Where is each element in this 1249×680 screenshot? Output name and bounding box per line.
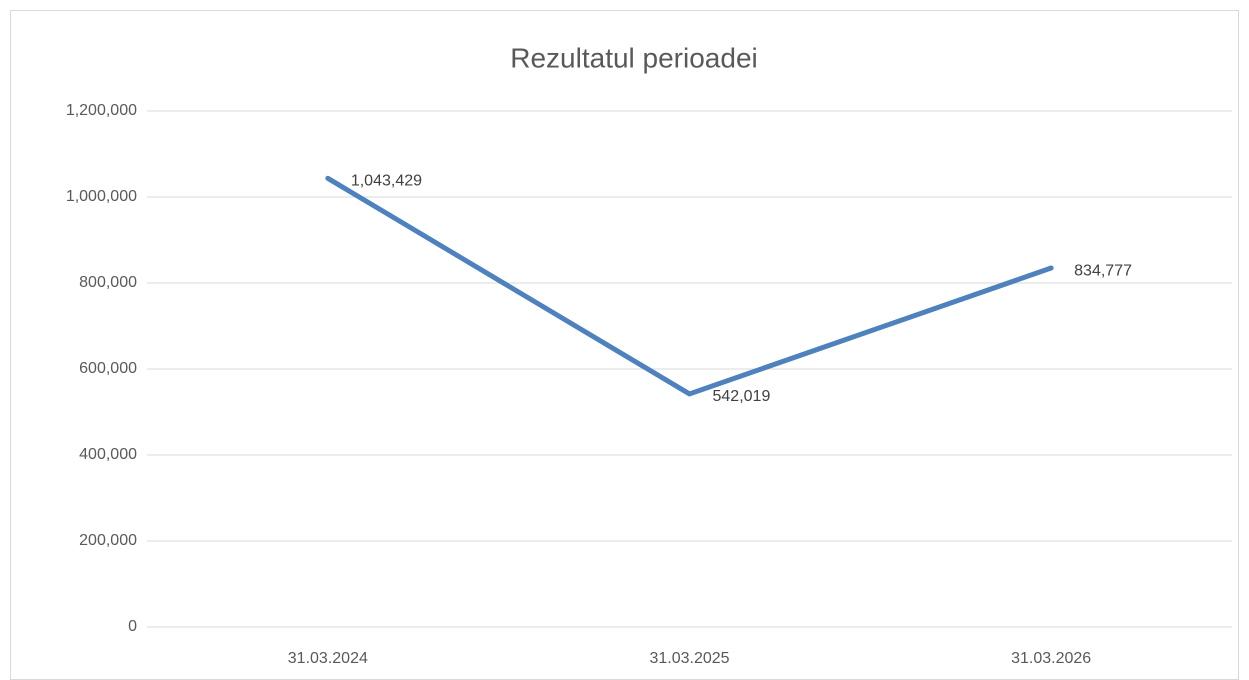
chart-border [10, 10, 1239, 680]
y-tick-label: 400,000 [79, 446, 137, 463]
chart-title: Rezultatul perioadei [510, 42, 758, 73]
y-tick-label: 1,200,000 [66, 102, 137, 119]
line-series [325, 175, 1054, 397]
y-tick-label: 200,000 [79, 532, 137, 549]
x-tick-label: 31.03.2024 [288, 650, 368, 667]
x-tick-label: 31.03.2026 [1011, 650, 1091, 667]
data-label: 834,777 [1074, 262, 1132, 279]
x-tick-label: 31.03.2025 [649, 650, 729, 667]
y-tick-label: 800,000 [79, 274, 137, 291]
data-label: 542,019 [713, 388, 771, 405]
y-tick-label: 600,000 [79, 360, 137, 377]
data-label: 1,043,429 [351, 173, 422, 190]
y-tick-label: 1,000,000 [66, 188, 137, 205]
y-tick-label: 0 [128, 618, 137, 635]
